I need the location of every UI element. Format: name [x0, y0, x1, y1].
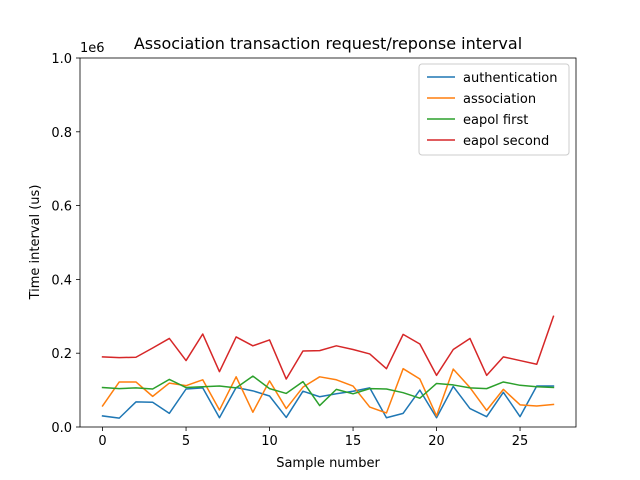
x-tick-label: 20 — [428, 434, 445, 449]
chart-title: Association transaction request/reponse … — [134, 34, 522, 53]
legend: authentication association eapol first eapo… — [418, 63, 570, 156]
series-line-eapol-first — [101, 375, 555, 407]
x-axis-ticks: 0 5 10 15 20 25 — [98, 427, 528, 449]
x-tick-label: 15 — [345, 434, 362, 449]
x-tick-label: 0 — [98, 434, 106, 449]
x-tick-label: 25 — [512, 434, 529, 449]
plot-area — [79, 57, 577, 428]
y-tick-label: 0.0 — [51, 421, 72, 436]
y-tick-label: 0.4 — [51, 273, 72, 288]
y-tick-label: 0.8 — [51, 126, 72, 141]
y-axis-label: Time interval (us) — [28, 185, 43, 301]
y-tick-label: 0.6 — [51, 200, 72, 215]
series-line-eapol-second — [101, 315, 555, 380]
legend-label-eapol-second: eapol second — [463, 134, 549, 149]
series-line-association — [101, 367, 555, 417]
axes-frame — [79, 57, 577, 428]
legend-label-association: association — [463, 92, 536, 107]
x-tick-label: 5 — [182, 434, 190, 449]
series-line-authentication — [101, 385, 555, 419]
y-tick-label: 1.0 — [51, 52, 72, 67]
legend-label-authentication: authentication — [463, 71, 558, 86]
y-axis-ticks: 0.0 0.2 0.4 0.6 0.8 1.0 — [51, 52, 80, 436]
x-axis-label: Sample number — [276, 456, 380, 471]
x-tick-label: 10 — [261, 434, 278, 449]
y-axis-offset-label: 1e6 — [80, 41, 105, 56]
legend-label-eapol-first: eapol first — [463, 113, 528, 128]
y-tick-label: 0.2 — [51, 347, 72, 362]
legend-box — [418, 63, 570, 156]
